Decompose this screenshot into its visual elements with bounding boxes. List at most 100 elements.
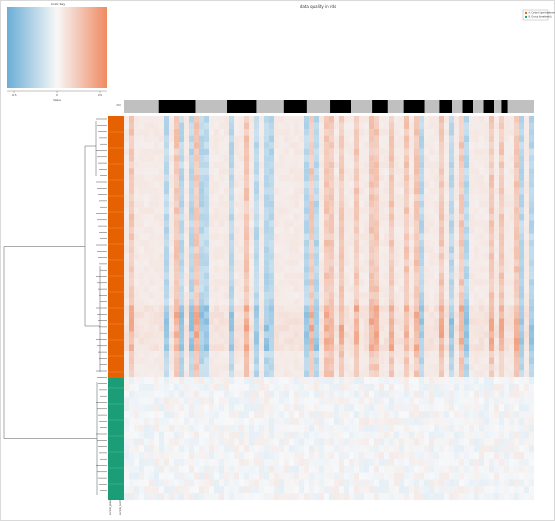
column-annotation-segment	[473, 100, 484, 113]
heatmap-cell	[494, 331, 500, 339]
heatmap-cell	[284, 259, 290, 267]
heatmap-cell	[399, 129, 405, 136]
heatmap-cell	[289, 226, 295, 234]
heatmap-cell	[469, 272, 475, 280]
heatmap-cell	[229, 298, 235, 306]
heatmap-cell	[139, 220, 145, 228]
heatmap-cell	[134, 377, 140, 384]
heatmap-cell	[169, 285, 175, 293]
heatmap-cell	[334, 135, 340, 143]
heatmap-cell	[454, 344, 460, 352]
heatmap-cell	[179, 226, 185, 234]
heatmap-cell	[194, 161, 200, 169]
heatmap-cell	[284, 122, 290, 130]
heatmap-cell	[424, 253, 430, 260]
heatmap-cell	[209, 122, 215, 130]
heatmap-cell	[229, 292, 235, 299]
heatmap-cell	[439, 213, 445, 221]
heatmap-cell	[434, 390, 440, 398]
heatmap-cell	[299, 259, 305, 267]
heatmap-cell	[429, 253, 435, 260]
heatmap-cell	[169, 472, 175, 480]
heatmap-cell	[124, 305, 130, 312]
heatmap-cell	[349, 357, 355, 365]
heatmap-cell	[249, 148, 255, 156]
heatmap-cell	[274, 486, 280, 494]
heatmap-cell	[354, 135, 360, 143]
heatmap-cell	[454, 142, 460, 149]
heatmap-cell	[314, 298, 320, 306]
heatmap-cell	[384, 404, 390, 412]
heatmap-cell	[254, 148, 260, 156]
heatmap-cell	[284, 344, 290, 352]
heatmap-cell	[154, 194, 160, 201]
heatmap-cell	[149, 285, 155, 293]
heatmap-cell	[444, 357, 450, 365]
heatmap-cell	[294, 161, 300, 169]
heatmap-cell	[479, 305, 485, 312]
heatmap-cell	[304, 459, 310, 466]
heatmap-cell	[214, 364, 220, 371]
heatmap-cell	[504, 357, 510, 365]
heatmap-cell	[144, 272, 150, 280]
heatmap-cell	[234, 318, 240, 325]
heatmap-cell	[284, 397, 290, 405]
heatmap-cell	[314, 200, 320, 208]
heatmap-cell	[464, 240, 470, 247]
heatmap-cell	[234, 418, 240, 425]
heatmap-cell	[529, 383, 535, 391]
heatmap-cell	[199, 479, 205, 487]
heatmap-cell	[379, 486, 385, 494]
heatmap-cell	[399, 298, 405, 306]
heatmap-cell	[424, 142, 430, 149]
heatmap-cell	[509, 116, 515, 123]
heatmap-cell	[459, 452, 465, 460]
heatmap-cell	[154, 486, 160, 494]
heatmap-cell	[294, 486, 300, 494]
heatmap-cell	[399, 445, 405, 453]
heatmap-cell	[394, 438, 400, 446]
heatmap-cell	[239, 337, 245, 345]
heatmap-cell	[234, 377, 240, 384]
heatmap-cell	[264, 181, 270, 188]
heatmap-cell	[424, 411, 430, 419]
heatmap-cell	[374, 272, 380, 280]
heatmap-cell	[499, 438, 505, 446]
heatmap-cell	[419, 324, 425, 332]
heatmap-cell	[494, 285, 500, 293]
heatmap-cell	[264, 311, 270, 319]
heatmap-cell	[154, 370, 160, 378]
heatmap-cell	[329, 226, 335, 234]
heatmap-cell	[259, 318, 265, 325]
heatmap-cell	[444, 226, 450, 234]
heatmap-cell	[379, 298, 385, 306]
heatmap-cell	[419, 122, 425, 130]
heatmap-cell	[284, 220, 290, 228]
heatmap-cell	[494, 459, 500, 466]
heatmap-cell	[244, 390, 250, 398]
heatmap-cell	[474, 377, 480, 384]
heatmap-cell	[479, 220, 485, 228]
heatmap-cell	[444, 213, 450, 221]
heatmap-cell	[209, 240, 215, 247]
heatmap-cell	[194, 168, 200, 175]
heatmap-cell	[144, 129, 150, 136]
heatmap-cell	[254, 285, 260, 293]
heatmap-cell	[254, 220, 260, 228]
heatmap-cell	[279, 390, 285, 398]
heatmap-cell	[319, 161, 325, 169]
heatmap-cell	[339, 377, 345, 384]
heatmap-cell	[514, 298, 520, 306]
heatmap-cell	[384, 364, 390, 371]
heatmap-cell	[444, 233, 450, 241]
heatmap-cell	[264, 411, 270, 419]
heatmap-cell	[189, 279, 195, 286]
heatmap-cell	[404, 148, 410, 156]
heatmap-cell	[359, 292, 365, 299]
heatmap-cell	[334, 233, 340, 241]
heatmap-cell	[184, 220, 190, 228]
heatmap-cell	[529, 397, 535, 405]
heatmap-cell	[319, 397, 325, 405]
heatmap-cell	[404, 116, 410, 123]
heatmap-cell	[474, 311, 480, 319]
